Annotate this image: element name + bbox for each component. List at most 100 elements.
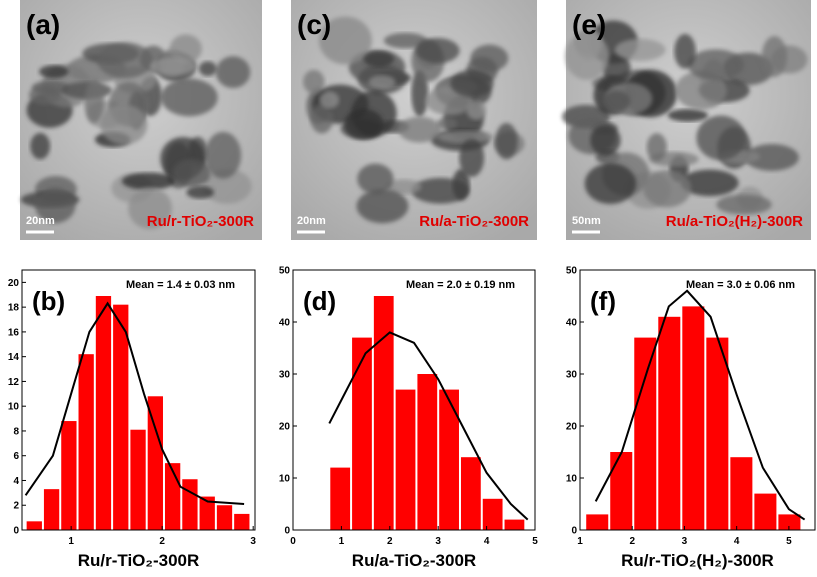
bar: [730, 457, 753, 530]
y-tick-label: 40: [566, 318, 578, 329]
particle: [198, 61, 217, 77]
fit-curve: [24, 301, 245, 505]
fit-curve: [328, 331, 529, 521]
particle: [356, 189, 409, 224]
panel-label: (b): [32, 286, 65, 316]
bar: [78, 354, 94, 530]
particle: [172, 159, 211, 188]
y-tick-label: 14: [8, 352, 20, 363]
particle: [450, 69, 494, 98]
particle: [30, 132, 51, 160]
particle: [744, 143, 799, 171]
y-tick-label: 20: [566, 422, 578, 433]
y-tick-label: 0: [284, 526, 290, 537]
particle: [470, 44, 509, 72]
y-tick-label: 50: [566, 266, 578, 277]
particle: [205, 131, 242, 179]
particle: [437, 117, 458, 130]
bar: [330, 467, 351, 530]
y-tick-label: 4: [13, 476, 19, 487]
plot-frame: [21, 269, 256, 531]
particle: [674, 33, 696, 69]
particle: [398, 116, 442, 143]
particle: [383, 32, 428, 49]
y-tick-label: 10: [566, 474, 578, 485]
plot-frame: [292, 269, 536, 531]
y-tick-label: 10: [8, 402, 20, 413]
particle: [150, 57, 196, 76]
bar: [113, 304, 129, 530]
panel-label: (c): [297, 9, 331, 40]
particle: [169, 34, 202, 64]
scale-bar-label: 20nm: [26, 215, 55, 227]
particle: [602, 90, 630, 112]
bar: [482, 498, 503, 530]
bar: [373, 296, 394, 530]
x-tick-label: 0: [290, 536, 296, 547]
particle: [84, 79, 104, 123]
plot-frame: [579, 269, 816, 531]
particle: [614, 38, 666, 61]
bar: [610, 452, 633, 530]
image-caption: Ru/a-TiO₂-300R: [419, 213, 529, 230]
tem-image: [562, 0, 811, 240]
particle: [602, 53, 631, 84]
x-tick-label: 3: [250, 536, 256, 547]
panel-label: (a): [26, 9, 60, 40]
image-caption: Ru/r-TiO₂-300R: [147, 213, 254, 230]
y-tick-label: 2: [13, 501, 19, 512]
particle: [437, 130, 494, 144]
y-tick-label: 12: [8, 377, 20, 388]
particle: [303, 69, 325, 94]
x-tick-label: 3: [682, 536, 688, 547]
y-tick-label: 20: [279, 422, 291, 433]
particle: [215, 56, 251, 89]
x-tick-label: 2: [159, 536, 165, 547]
y-tick-label: 20: [8, 278, 20, 289]
x-axis-title: Ru/r-TiO₂-300R: [78, 551, 200, 570]
bar: [234, 513, 250, 530]
x-axis-title: Ru/r-TiO₂(H₂)-300R: [621, 551, 774, 570]
particle: [680, 169, 739, 197]
particle: [667, 109, 708, 122]
particle: [385, 179, 422, 195]
y-tick-label: 50: [279, 266, 291, 277]
image-caption: Ru/a-TiO₂(H₂)-300R: [666, 213, 803, 230]
particle: [415, 38, 460, 64]
particle: [202, 168, 252, 204]
bar: [658, 316, 681, 530]
bar: [130, 429, 146, 530]
particle: [344, 108, 384, 140]
particle: [363, 51, 395, 67]
y-tick-label: 30: [566, 370, 578, 381]
particle: [584, 163, 637, 205]
x-tick-label: 1: [68, 536, 74, 547]
particle: [128, 187, 173, 230]
y-tick-label: 40: [279, 318, 291, 329]
x-axis-title: Ru/a-TiO₂-300R: [352, 551, 476, 570]
particle: [100, 104, 148, 145]
bar: [706, 337, 729, 530]
y-tick-label: 0: [571, 526, 577, 537]
y-tick-label: 18: [8, 303, 20, 314]
x-tick-label: 3: [435, 536, 441, 547]
particle: [411, 177, 470, 204]
particle: [319, 91, 340, 109]
particle: [696, 115, 746, 161]
panel-label: (f): [590, 286, 616, 316]
particle: [643, 169, 692, 208]
bar: [26, 521, 42, 530]
x-tick-label: 5: [532, 536, 538, 547]
y-tick-label: 30: [279, 370, 291, 381]
particle: [35, 187, 76, 224]
particle: [411, 70, 429, 117]
x-tick-label: 1: [577, 536, 583, 547]
bar: [586, 514, 609, 530]
bar: [61, 421, 77, 530]
particle: [121, 172, 176, 190]
x-tick-label: 2: [387, 536, 393, 547]
particle: [310, 103, 334, 134]
scale-bar-label: 20nm: [297, 215, 326, 227]
annotation: Mean = 3.0 ± 0.06 nm: [686, 279, 795, 291]
